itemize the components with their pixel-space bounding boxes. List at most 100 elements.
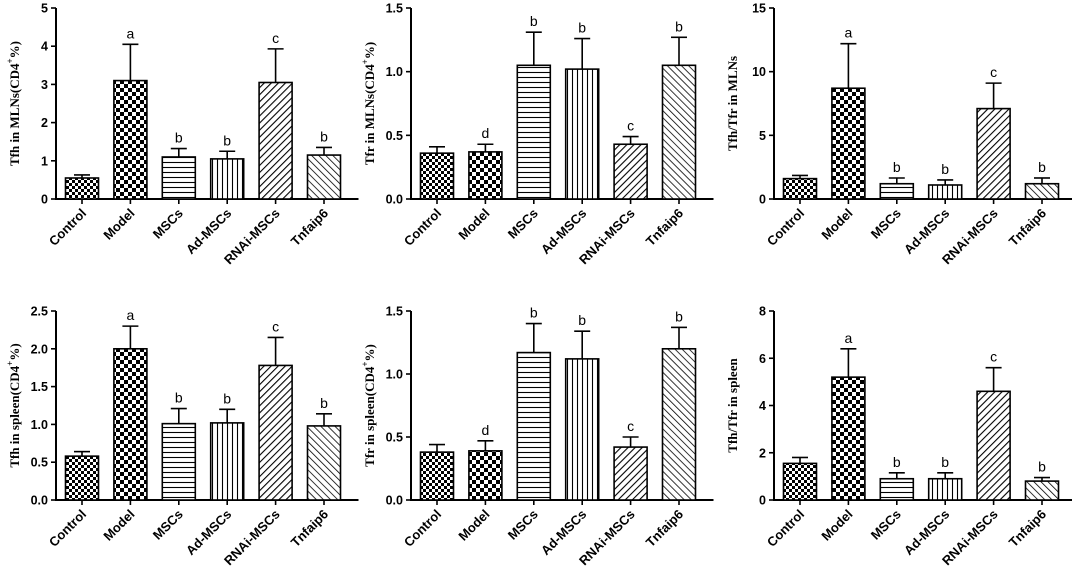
- x-tick-label: Tnfaip6: [643, 206, 686, 249]
- y-tick-label: 0.5: [386, 431, 403, 445]
- y-tick-label: 1.5: [386, 2, 403, 16]
- y-axis-title-main: Tfh in MLNs(CD4: [7, 63, 22, 166]
- y-tick-label: 5: [759, 129, 766, 143]
- x-tick-label: Model: [100, 507, 137, 544]
- significance-label: b: [893, 159, 901, 175]
- y-tick-label: 0.0: [386, 193, 403, 207]
- x-tick-label: MSCs: [150, 507, 186, 543]
- y-axis-title-tail: %): [362, 344, 377, 361]
- y-axis-title: Tfr in MLNs(CD4+%): [360, 42, 377, 165]
- y-axis-title-main: Tfr in MLNs(CD4: [362, 64, 377, 165]
- bar-mscs: [161, 422, 197, 501]
- y-tick-label: 0.0: [31, 494, 48, 508]
- chart-panel-1: 0 1 2 3 4 5 Tfh in MLNs(CD4+%) Control a Model b MS…: [5, 2, 359, 267]
- x-tick-label: Control: [764, 507, 807, 550]
- y-axis-title-main: Tfh/Tfr in spleen: [725, 358, 740, 453]
- y-tick-label: 2.5: [31, 305, 48, 319]
- bar-model: [468, 151, 503, 200]
- x-tick-label: Ad-MSCs: [901, 507, 952, 558]
- y-tick-label: 0: [41, 193, 48, 207]
- significance-label: c: [627, 118, 634, 134]
- y-tick-label: 4: [41, 40, 48, 54]
- y-tick-label: 0: [759, 193, 766, 207]
- x-tick-label: Control: [46, 206, 89, 249]
- y-tick-label: 6: [759, 352, 766, 366]
- bar-tnfaip6: [306, 425, 342, 501]
- y-tick-label: 0.0: [386, 494, 403, 508]
- significance-label: b: [941, 454, 949, 470]
- significance-label: c: [627, 418, 634, 434]
- chart-panel-3: 0 5 10 15 Tfh/Tfr in MLNs Control a Model b MSCs b…: [725, 2, 1072, 267]
- significance-label: b: [223, 132, 231, 148]
- bar-tnfaip6: [1024, 480, 1060, 501]
- x-tick-label: Tnfaip6: [1006, 507, 1049, 550]
- x-tick-label: MSCs: [505, 507, 541, 543]
- x-tick-label: MSCs: [868, 206, 904, 242]
- bar-mscs: [516, 64, 552, 200]
- bar-rnai-mscs: [976, 107, 1011, 200]
- significance-label: b: [175, 390, 183, 406]
- bar-control: [419, 152, 455, 200]
- significance-label: b: [1038, 459, 1046, 475]
- chart-panel-5: 0.0 0.5 1.0 1.5 Tfr in spleen(CD4+%) Control d…: [360, 305, 714, 568]
- y-tick-label: 2.0: [31, 342, 48, 356]
- bar-tnfaip6: [661, 64, 697, 200]
- x-tick-label: Model: [455, 507, 492, 544]
- y-tick-label: 0.5: [386, 129, 403, 143]
- bar-control: [782, 462, 818, 501]
- y-tick-label: 15: [752, 2, 766, 16]
- bar-tnfaip6: [1024, 182, 1060, 200]
- bar-model: [113, 79, 148, 200]
- significance-label: b: [941, 161, 949, 177]
- bar-mscs: [879, 477, 915, 501]
- y-axis-title-superscript: +: [5, 361, 15, 366]
- x-tick-label: Ad-MSCs: [538, 507, 589, 558]
- significance-label: c: [990, 349, 997, 365]
- significance-label: a: [845, 25, 853, 41]
- x-tick-label: Control: [401, 206, 444, 249]
- x-tick-label: Ad-MSCs: [183, 206, 234, 257]
- x-tick-label: Control: [764, 206, 807, 249]
- bar-control: [419, 451, 455, 501]
- x-tick-label: Ad-MSCs: [183, 507, 234, 558]
- significance-label: b: [893, 454, 901, 470]
- y-axis-title: Tfr in spleen(CD4+%): [360, 344, 377, 467]
- y-tick-label: 1.0: [386, 65, 403, 79]
- bar-rnai-mscs: [258, 81, 293, 200]
- x-tick-label: Control: [46, 507, 89, 550]
- chart-panel-2: 0.0 0.5 1.0 1.5 Tfr in MLNs(CD4+%) Control d Mo…: [360, 2, 714, 267]
- x-tick-label: Control: [401, 507, 444, 550]
- bar-control: [782, 177, 818, 200]
- x-tick-label: Model: [100, 206, 137, 243]
- x-tick-label: MSCs: [150, 206, 186, 242]
- y-axis-title-tail: %): [362, 42, 377, 59]
- bar-ad-mscs: [564, 68, 600, 200]
- bar-ad-mscs: [927, 184, 963, 200]
- bar-control: [64, 455, 100, 501]
- bar-model: [113, 347, 148, 501]
- bar-rnai-mscs: [613, 143, 648, 200]
- y-tick-label: 1.5: [386, 305, 403, 319]
- y-axis-title-tail: %): [7, 41, 22, 58]
- y-axis-title-superscript: +: [360, 362, 370, 367]
- significance-label: b: [320, 395, 328, 411]
- bar-mscs: [161, 156, 197, 200]
- x-tick-label: Tnfaip6: [288, 507, 331, 550]
- y-axis-title-tail: %): [7, 343, 22, 360]
- y-axis-title-superscript: +: [360, 59, 370, 64]
- y-axis-title: Tfh in spleen(CD4+%): [5, 343, 22, 467]
- significance-label: a: [845, 330, 853, 346]
- y-axis-title-main: Tfr in spleen(CD4: [362, 366, 377, 467]
- significance-label: b: [675, 308, 683, 324]
- y-tick-label: 1.5: [31, 380, 48, 394]
- y-axis-title-superscript: +: [5, 58, 15, 63]
- bar-mscs: [879, 182, 915, 200]
- bar-rnai-mscs: [976, 390, 1011, 501]
- bar-tnfaip6: [661, 347, 697, 501]
- x-tick-label: Ad-MSCs: [538, 206, 589, 257]
- bar-model: [831, 87, 866, 200]
- x-tick-label: Tnfaip6: [643, 507, 686, 550]
- y-tick-label: 2: [41, 116, 48, 130]
- significance-label: d: [482, 422, 490, 438]
